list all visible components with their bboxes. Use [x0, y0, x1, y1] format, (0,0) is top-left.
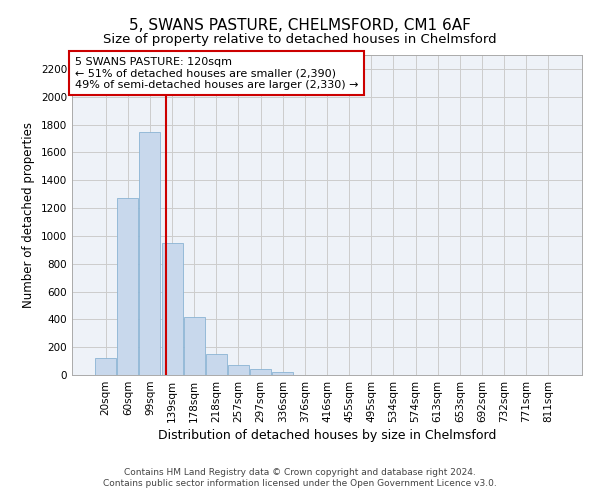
Text: 5 SWANS PASTURE: 120sqm
← 51% of detached houses are smaller (2,390)
49% of semi: 5 SWANS PASTURE: 120sqm ← 51% of detache…	[74, 56, 358, 90]
Text: Contains HM Land Registry data © Crown copyright and database right 2024.
Contai: Contains HM Land Registry data © Crown c…	[103, 468, 497, 487]
Text: 5, SWANS PASTURE, CHELMSFORD, CM1 6AF: 5, SWANS PASTURE, CHELMSFORD, CM1 6AF	[129, 18, 471, 32]
X-axis label: Distribution of detached houses by size in Chelmsford: Distribution of detached houses by size …	[158, 429, 496, 442]
Bar	[206, 354, 227, 375]
Bar	[95, 358, 116, 375]
Bar	[118, 198, 139, 375]
Bar	[161, 243, 182, 375]
Bar	[250, 370, 271, 375]
Bar	[184, 318, 205, 375]
Y-axis label: Number of detached properties: Number of detached properties	[22, 122, 35, 308]
Bar	[272, 372, 293, 375]
Bar	[228, 364, 249, 375]
Text: Size of property relative to detached houses in Chelmsford: Size of property relative to detached ho…	[103, 32, 497, 46]
Bar	[139, 132, 160, 375]
